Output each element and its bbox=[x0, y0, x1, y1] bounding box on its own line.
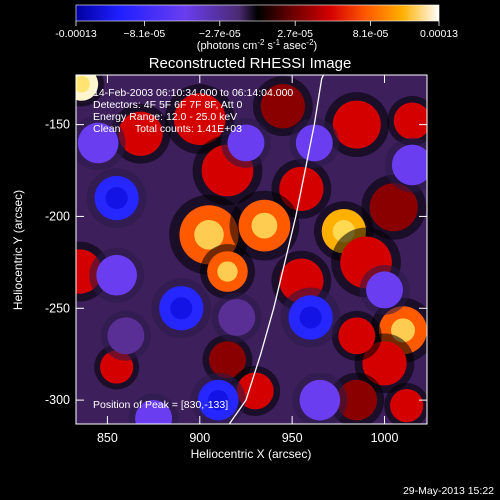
intensity-blob bbox=[135, 400, 173, 424]
colorbar-ticks: -0.00013 −8.1e-05 −2.7e-05 2.7e-05 8.1e-05 0.… bbox=[55, 21, 458, 40]
colorbar-tick-label: 2.7e-05 bbox=[277, 28, 313, 40]
annotation-time-range: 14-Feb-2003 06:10:34.000 to 06:14:04.000 bbox=[93, 87, 293, 99]
intensity-blob bbox=[96, 254, 137, 296]
intensity-blob bbox=[336, 379, 378, 421]
intensity-blob bbox=[173, 93, 226, 145]
axis-ticks: 850 900 950 1000 -150 -200 -250 -300 bbox=[45, 75, 427, 445]
y-tick-label: -300 bbox=[45, 393, 70, 407]
colorbar-tick-label: −2.7e-05 bbox=[199, 28, 241, 40]
intensity-core bbox=[208, 389, 229, 411]
y-tick-label: -200 bbox=[45, 209, 70, 223]
intensity-blob bbox=[295, 124, 333, 162]
intensity-blob bbox=[209, 341, 246, 379]
x-tick-label: 900 bbox=[189, 431, 210, 445]
colorbar-units: (photons cm-2 s-1 asec-2) bbox=[197, 38, 317, 52]
colorbar-tick-label: -0.00013 bbox=[55, 28, 97, 40]
colorbar-tick-label: 0.00013 bbox=[420, 28, 458, 40]
intensity-core bbox=[299, 306, 322, 329]
y-tick-label: -250 bbox=[45, 301, 70, 315]
annotation-clean-counts: Clean Total counts: 1.41E+03 bbox=[93, 123, 242, 135]
intensity-blob bbox=[107, 317, 145, 355]
footer-date: 29-May-2013 15:22 bbox=[403, 485, 494, 497]
colorbar-tick-label: −8.1e-05 bbox=[124, 28, 166, 40]
annotation-detectors: Detectors: 4F 5F 6F 7F 8F, Att 0 bbox=[93, 99, 243, 111]
x-axis-label: Heliocentric X (arcsec) bbox=[191, 447, 312, 461]
y-axis-label: Heliocentric Y (arcsec) bbox=[11, 190, 25, 310]
plot-frame bbox=[75, 74, 428, 425]
intensity-blob bbox=[332, 100, 381, 149]
intensity-core bbox=[251, 212, 278, 239]
chart-title: Reconstructed RHESSI Image bbox=[149, 55, 352, 72]
intensity-map bbox=[76, 75, 427, 424]
solar-limb-line bbox=[228, 75, 325, 424]
intensity-core bbox=[170, 297, 193, 320]
intensity-blob bbox=[366, 271, 403, 309]
x-tick-label: 850 bbox=[97, 431, 118, 445]
colorbar bbox=[75, 4, 440, 22]
intensity-blob bbox=[391, 144, 427, 186]
intensity-core bbox=[76, 75, 90, 93]
intensity-blob bbox=[338, 317, 376, 355]
intensity-blob bbox=[369, 183, 418, 232]
intensity-core bbox=[217, 261, 238, 282]
intensity-blob bbox=[227, 124, 265, 162]
y-tick-label: -150 bbox=[45, 118, 70, 132]
annotation-peak-position: Position of Peak = [830,-133] bbox=[93, 399, 228, 411]
intensity-blob bbox=[393, 102, 427, 140]
x-tick-label: 1000 bbox=[371, 431, 399, 445]
intensity-core bbox=[194, 220, 224, 250]
intensity-blob bbox=[260, 84, 306, 129]
colorbar-tick-label: 8.1e-05 bbox=[353, 28, 389, 40]
intensity-blob bbox=[390, 389, 424, 423]
intensity-blob bbox=[218, 298, 256, 336]
intensity-blob bbox=[118, 111, 163, 156]
intensity-blob bbox=[77, 122, 119, 164]
x-tick-label: 950 bbox=[282, 431, 303, 445]
intensity-blob bbox=[299, 379, 341, 421]
intensity-core bbox=[105, 186, 128, 210]
annotation-energy-range: Energy Range: 12.0 - 25.0 keV bbox=[93, 111, 237, 123]
